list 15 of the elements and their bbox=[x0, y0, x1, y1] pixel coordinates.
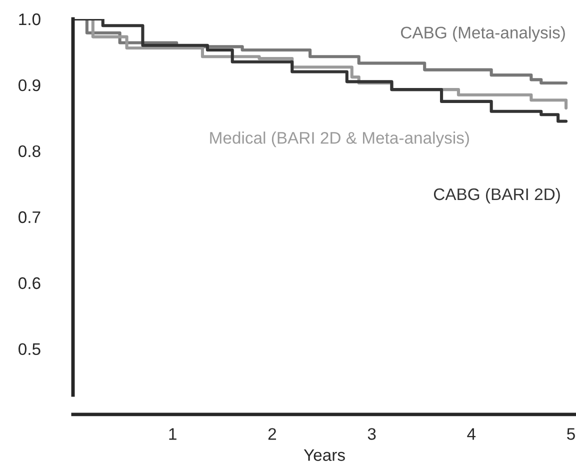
y-tick-label: 0.9 bbox=[18, 79, 40, 92]
series-label: CABG (Meta-analysis) bbox=[401, 26, 565, 42]
y-tick-label: 0.8 bbox=[18, 145, 40, 158]
y-tick-label: 1.0 bbox=[19, 13, 40, 26]
x-tick-label: 2 bbox=[268, 428, 276, 440]
x-tick-label: 3 bbox=[368, 428, 376, 440]
y-tick-label: 0.6 bbox=[18, 277, 40, 290]
x-tick-label: 5 bbox=[567, 428, 575, 440]
y-tick-label: 0.7 bbox=[18, 211, 40, 224]
x-tick-label: 1 bbox=[169, 428, 176, 440]
x-axis-title: Years bbox=[304, 449, 345, 461]
x-tick-label: 4 bbox=[467, 428, 476, 440]
y-tick-label: 0.5 bbox=[18, 343, 40, 356]
text: Medical (BARI 2D & Meta-analysis) bbox=[210, 132, 469, 148]
text: CABG (BARI 2D) bbox=[434, 188, 560, 204]
